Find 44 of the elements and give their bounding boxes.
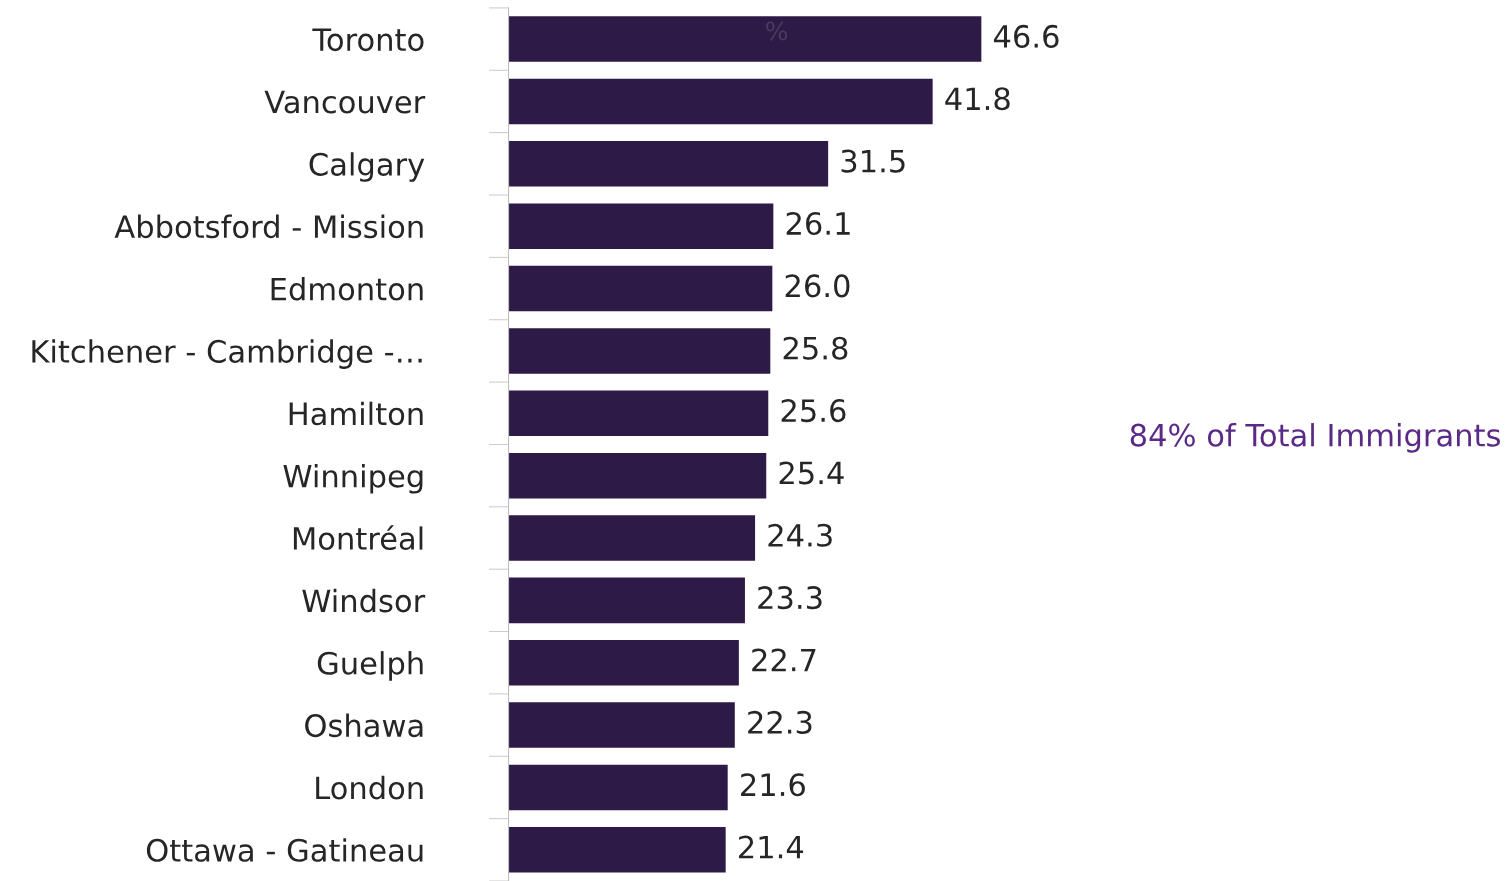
y-tick-label: Edmonton <box>271 276 423 301</box>
bar <box>508 639 739 686</box>
y-tick-label: Windsor <box>302 588 426 613</box>
data-label: 25.6 <box>781 399 846 423</box>
y-tick-label: Guelph <box>317 651 423 681</box>
data-label: 41.8 <box>945 87 1010 111</box>
y-tick-label: Toronto <box>312 28 424 52</box>
bar <box>508 577 745 624</box>
data-label: 21.6 <box>741 773 805 797</box>
y-tick-label: Abbotsford - Mission <box>114 214 423 239</box>
data-label: 21.4 <box>739 835 804 859</box>
y-tick-label: Oshawa <box>305 713 423 738</box>
data-label: 25.8 <box>783 336 848 360</box>
bar <box>508 827 726 873</box>
data-label: 26.1 <box>786 211 850 236</box>
bar <box>508 141 829 187</box>
x-axis-title: % <box>766 21 788 41</box>
y-tick-label: Winnipeg <box>283 464 423 494</box>
bar <box>508 764 728 811</box>
bar <box>508 203 774 249</box>
bar <box>508 16 982 62</box>
data-label: 26.0 <box>785 274 850 298</box>
text: 84% of Total Immigrants <box>1130 423 1500 453</box>
y-tick-label: Kitchener - Cambridge -… <box>32 339 422 369</box>
y-tick-label: Montréal <box>293 525 423 551</box>
data-label: 31.5 <box>841 149 905 173</box>
bar <box>508 452 767 499</box>
bar <box>508 702 735 748</box>
data-label: 25.4 <box>779 461 844 485</box>
y-tick-label: Hamilton <box>289 401 423 426</box>
bar <box>508 78 933 125</box>
data-label: 22.3 <box>748 710 812 734</box>
bar <box>508 328 771 374</box>
bar <box>508 265 773 312</box>
bar <box>508 515 756 561</box>
bar <box>508 390 769 437</box>
data-label: 23.3 <box>758 586 822 610</box>
y-tick-label: London <box>316 775 423 800</box>
data-label: 22.7 <box>752 648 816 672</box>
data-label: 46.6 <box>993 24 1059 48</box>
y-tick-label: Calgary <box>309 152 425 182</box>
y-tick-label: Vancouver <box>264 90 426 114</box>
y-tick-label: Ottawa - Gatineau <box>146 838 423 862</box>
data-label: 24.3 <box>768 523 832 547</box>
